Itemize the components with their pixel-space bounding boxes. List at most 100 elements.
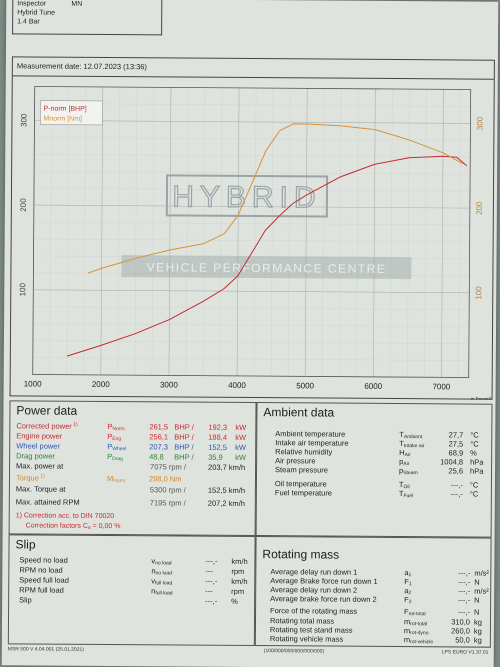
max-torque-speed: 152,5 km/h: [207, 485, 246, 495]
grid-line-h: [33, 272, 470, 277]
ambient-data-title: Ambient data: [263, 405, 335, 420]
ambient-label: Air pressure: [275, 456, 316, 466]
ambient-unit: °C: [469, 489, 479, 499]
symbol: vno load: [151, 556, 172, 567]
chart-axes: 1000 2000 3000 4000 5000 6000 7000 n [rpm] 100 20…: [18, 86, 491, 400]
correction-factors: Correction factors Ca = 0,00 %: [25, 522, 121, 531]
grid-line-v: [356, 88, 359, 377]
x-tick-label: 1000: [24, 379, 42, 388]
grid-line-h: [34, 187, 470, 192]
slip-unit: km/h: [231, 556, 248, 566]
grid-line-v: [458, 89, 461, 378]
slip-value: ---: [205, 586, 213, 596]
grid-line-h: [34, 120, 471, 124]
footer-version: MSR 500 V 4.04.001 (25.01.2021): [7, 646, 84, 653]
ambient-unit: %: [470, 448, 477, 458]
x-tick-label: 7000: [432, 382, 450, 391]
watermark-logo-text: HYBRID: [172, 180, 322, 214]
grid-line-v: [100, 86, 104, 375]
torque-curve: [87, 123, 464, 274]
power-unit-bhp: BHP /: [174, 432, 194, 442]
ambient-label: Ambient temperature: [275, 429, 346, 439]
symbol: nfull load: [151, 586, 173, 597]
grid-line-v: [236, 87, 240, 376]
grid-line-v: [424, 89, 427, 378]
power-curve: [66, 155, 468, 357]
grid-line-h: [33, 289, 470, 294]
chart-legend: P-norm [BHP] Mnorm [Nm]: [40, 100, 103, 126]
dyno-chart-frame: HYBRID VEHICLE PERFORMANCE CENTRE 1000 20…: [9, 76, 495, 400]
grid-line-v: [202, 87, 206, 376]
power-unit-kw: kW: [235, 442, 247, 452]
slip-value: ---,-: [205, 576, 218, 586]
ambient-unit: °C: [470, 430, 479, 440]
y-left-tick-label: 100: [18, 282, 27, 296]
ambient-unit: °C: [470, 439, 479, 449]
ambient-value: 27,5: [448, 439, 464, 449]
ambient-row: Fuel temperature TFuel ---,- °C: [257, 488, 493, 499]
max-power-rpm: 7075 rpm /: [150, 462, 186, 472]
rotating-mass-value: 50,0: [455, 635, 470, 645]
power-row-label: Corrected power 1): [16, 421, 78, 431]
rotating-mass-row: Rotating vehicle mass mrot-vehicle 50,0 kg: [256, 634, 492, 645]
grid-line-h: [32, 357, 469, 361]
grid-line-v: [407, 89, 410, 378]
torque-value: 298,0 Nm: [148, 474, 182, 484]
legend-box: [40, 100, 103, 126]
symbol: F2: [404, 595, 412, 606]
grid-line-v: [322, 88, 325, 377]
symbol: PNorm: [107, 422, 125, 433]
x-tick-label: 5000: [296, 381, 314, 390]
power-value-bhp: 207,3: [149, 442, 169, 452]
rotating-mass-unit: m/s²: [474, 586, 489, 596]
slip-value: ---: [205, 566, 213, 576]
power-value-bhp: 261,5: [149, 422, 169, 432]
grid-line-v: [49, 86, 52, 375]
grid-line-v: [185, 87, 189, 376]
slip-label: Speed full load: [19, 575, 69, 585]
ambient-value: 1004,8: [440, 457, 464, 467]
ambient-row: Steam pressure pSteam 25,6 hPa: [257, 465, 493, 476]
rotating-mass-unit: N: [474, 595, 480, 605]
max-torque-rpm: 5300 rpm /: [149, 485, 186, 495]
max-torque-label: Max. Torque at: [15, 484, 66, 494]
rotating-mass-label: Rotating total mass: [269, 616, 335, 626]
chart-grid: [32, 86, 471, 378]
symbol: PWheel: [107, 442, 127, 453]
slip-unit: rpm: [231, 566, 245, 576]
boost-pressure: 1.4 Bar: [17, 18, 40, 26]
grid-line-v: [117, 87, 121, 376]
grid-line-v: [288, 88, 291, 377]
x-tick-label: 4000: [228, 381, 246, 390]
slip-label: RPM full load: [19, 585, 64, 595]
power-row-label: Wheel power: [16, 441, 61, 451]
max-torque-row: Max. Torque at 5300 rpm / 152,5 km/h: [10, 484, 257, 496]
rotating-mass-unit: kg: [473, 617, 482, 627]
grid-line-h: [34, 171, 471, 175]
grid-line-h: [32, 340, 469, 344]
max-rpm-rpm: 7195 rpm /: [149, 498, 186, 508]
power-unit-bhp: BHP /: [174, 452, 194, 462]
slip-value: ---,-: [205, 596, 218, 606]
symbol: TFuel: [398, 489, 414, 500]
ambient-value: 68,9: [448, 448, 464, 458]
max-power-speed: 203,7 km/h: [208, 462, 246, 472]
ambient-label: Steam pressure: [275, 465, 329, 475]
slip-unit: km/h: [231, 576, 248, 586]
symbol: PEng: [107, 432, 122, 443]
grid-line-v: [390, 88, 393, 377]
symbol: PDrag: [107, 452, 124, 463]
y-left-tick-label: 300: [19, 113, 28, 127]
max-rpm-label: Max. attained RPM: [15, 497, 80, 507]
rotating-mass-label: Force of the rotating mass: [270, 606, 358, 616]
ambient-value: 27,7: [448, 430, 464, 440]
rotating-mass-unit: N: [474, 607, 480, 617]
y-right-tick-label: 100: [474, 286, 483, 300]
rotating-mass-value: 310,0: [451, 617, 471, 627]
grid-line-v: [253, 88, 257, 377]
slip-unit: %: [231, 596, 238, 606]
y-right-tick-label: 300: [475, 116, 484, 130]
ambient-unit: hPa: [470, 457, 484, 467]
power-unit-bhp: BHP /: [174, 442, 194, 452]
power-value-kw: 188,4: [208, 432, 228, 442]
